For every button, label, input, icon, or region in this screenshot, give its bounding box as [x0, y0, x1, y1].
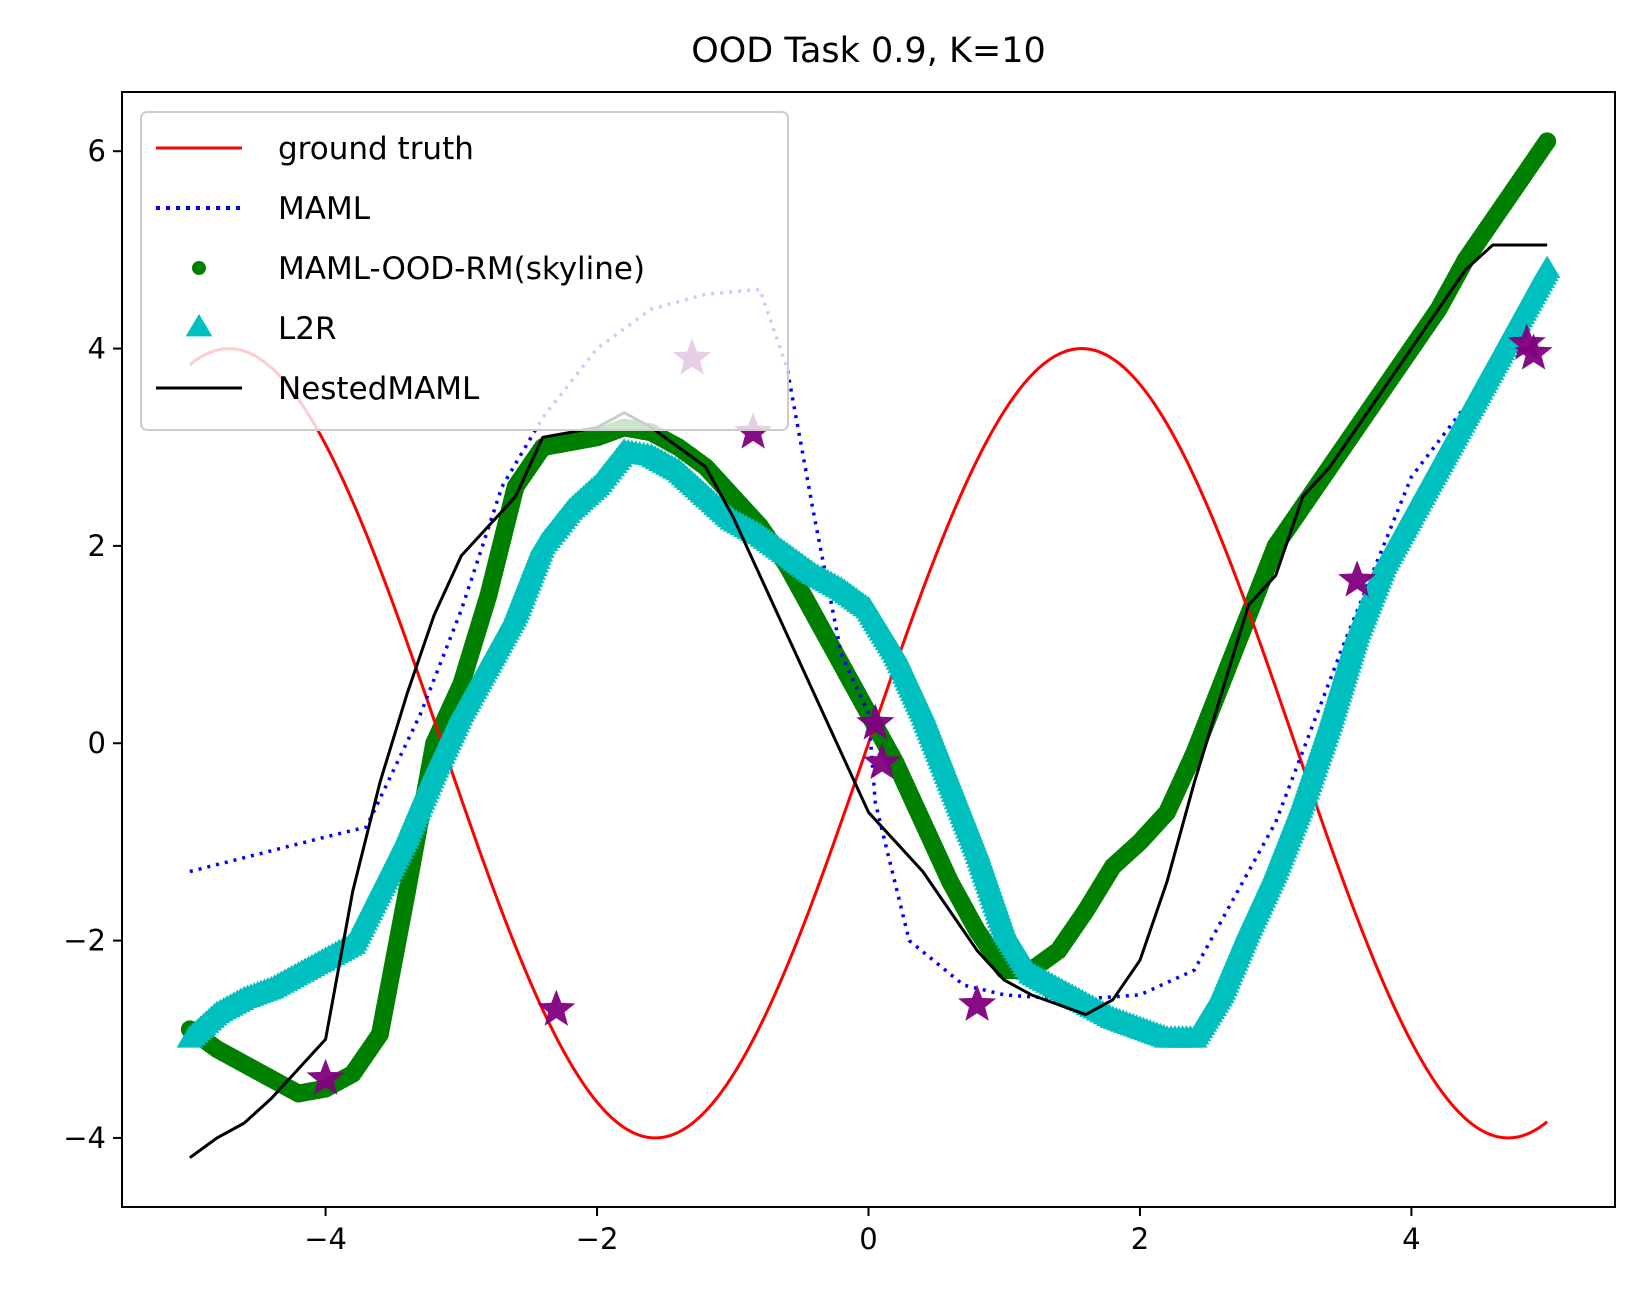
support-star [1507, 323, 1546, 360]
legend-box [140, 111, 789, 431]
plot-content [176, 132, 1561, 1159]
legend-entry: MAML [156, 191, 371, 227]
support-star [863, 742, 902, 780]
y-tick-label: −4 [63, 1121, 106, 1155]
x-tick-label: −2 [576, 1222, 619, 1256]
legend-swatch-triangle [185, 314, 213, 337]
y-tick-label: −2 [63, 924, 106, 958]
legend: ground truth MAML MAML-OOD-RM(skyline) L2R N… [140, 111, 789, 431]
legend-entry: ground truth [156, 131, 474, 167]
support-star [1514, 333, 1553, 370]
support-star [1338, 560, 1377, 597]
x-axis: −4 −2 0 2 4 [304, 1207, 1421, 1256]
support-star [306, 1058, 345, 1095]
series-l2r [176, 255, 1561, 1048]
x-tick-label: 2 [1131, 1222, 1149, 1256]
legend-entry: L2R [185, 311, 337, 347]
legend-label: MAML-OOD-RM(skyline) [278, 251, 645, 287]
chart-title: OOD Task 0.9, K=10 [691, 31, 1046, 71]
maml-line [189, 278, 1549, 1002]
legend-label: MAML [278, 191, 371, 227]
support-star [958, 984, 997, 1021]
support-star [856, 703, 895, 740]
y-tick-label: 4 [88, 332, 106, 366]
legend-entry: MAML-OOD-RM(skyline) [192, 251, 645, 287]
legend-label: NestedMAML [278, 371, 480, 407]
y-tick-label: 0 [88, 726, 106, 760]
y-tick-label: 2 [88, 529, 106, 563]
l2r-point [1533, 255, 1561, 279]
x-tick-label: 0 [859, 1222, 877, 1256]
legend-label: L2R [278, 311, 337, 347]
skyline-point [1538, 132, 1557, 151]
series-maml [189, 278, 1549, 1002]
nestedmaml-line [188, 243, 1548, 1159]
series-nestedmaml [188, 243, 1548, 1159]
legend-label: ground truth [278, 131, 474, 167]
y-axis: −4 −2 0 2 4 6 [63, 134, 122, 1155]
y-tick-label: 6 [88, 134, 106, 168]
support-star [537, 989, 576, 1026]
x-tick-label: 4 [1402, 1222, 1420, 1256]
x-tick-label: −4 [304, 1222, 347, 1256]
legend-entry: NestedMAML [156, 371, 480, 407]
legend-swatch-circle [192, 261, 206, 275]
